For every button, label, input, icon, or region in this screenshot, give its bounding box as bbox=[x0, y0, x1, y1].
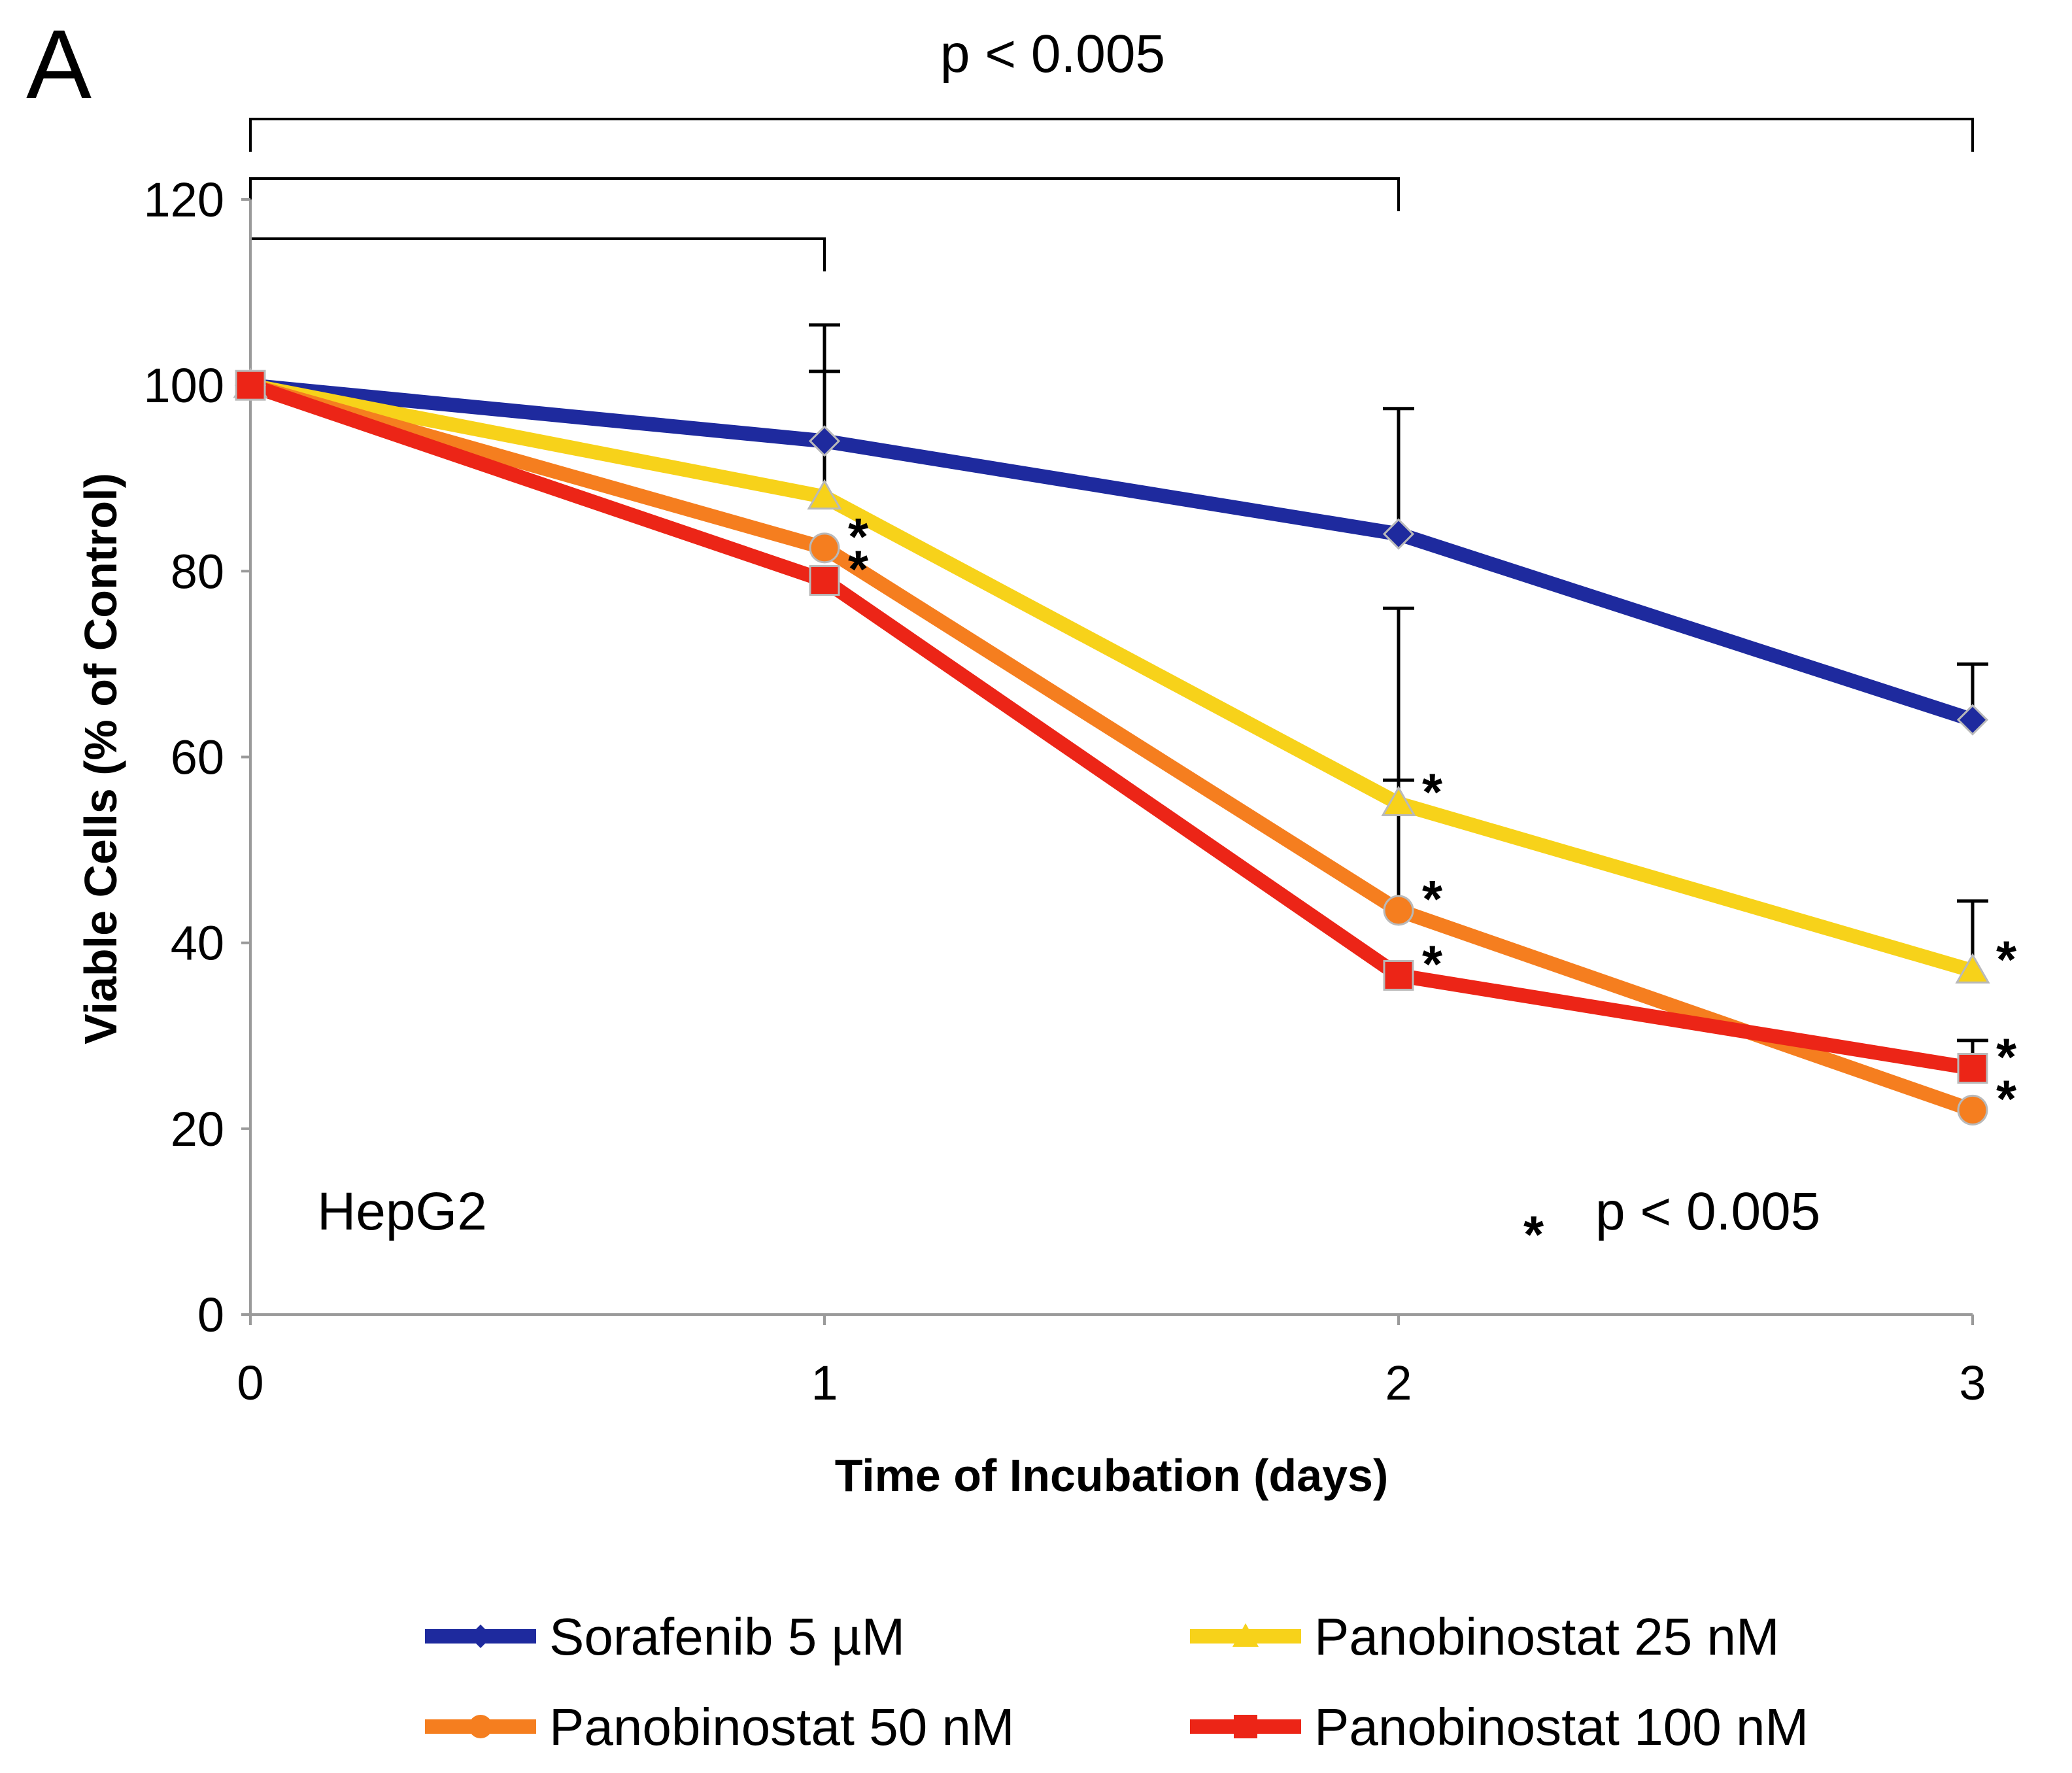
y-tick-label: 60 bbox=[171, 731, 224, 785]
legend-label-pano25: Panobinostat 25 nM bbox=[1314, 1608, 1780, 1666]
x-tick-label: 3 bbox=[1959, 1356, 1986, 1410]
data-point-pano100 bbox=[809, 565, 840, 596]
legend-marker bbox=[1232, 1623, 1259, 1647]
legend-marker bbox=[469, 1715, 492, 1738]
cell-line-label: HepG2 bbox=[317, 1182, 487, 1241]
data-point-pano25 bbox=[807, 479, 842, 510]
data-point-pano100 bbox=[235, 370, 266, 401]
significance-note: p < 0.005 bbox=[1595, 1182, 1820, 1241]
y-tick-label: 40 bbox=[171, 916, 224, 971]
data-point-pano25 bbox=[1381, 785, 1416, 817]
data-point-sorafenib bbox=[1956, 704, 1989, 736]
y-tick-label: 120 bbox=[144, 173, 224, 227]
x-tick-label: 1 bbox=[811, 1356, 838, 1410]
significance-star: * bbox=[1996, 1027, 2017, 1086]
y-tick-label: 0 bbox=[197, 1288, 224, 1342]
significance-star-key: * bbox=[1523, 1205, 1544, 1264]
bracket-pvalue-label: p < 0.005 bbox=[940, 24, 1165, 84]
legend-label-sorafenib: Sorafenib 5 µM bbox=[549, 1608, 905, 1666]
x-tick-label: 0 bbox=[237, 1356, 263, 1410]
series-line-pano100 bbox=[243, 378, 1980, 1076]
legend-label-pano100: Panobinostat 100 nM bbox=[1314, 1698, 1809, 1756]
significance-star: * bbox=[1996, 930, 2017, 988]
y-tick-label: 80 bbox=[171, 544, 224, 598]
comparison-brackets: p < 0.005 bbox=[249, 24, 1974, 271]
legend-item-pano100: Panobinostat 100 nM bbox=[1190, 1698, 1809, 1756]
y-axis-title: Viable Cells (% of Control) bbox=[75, 473, 126, 1044]
legend-item-pano25: Panobinostat 25 nM bbox=[1190, 1608, 1780, 1666]
data-point-sorafenib bbox=[1382, 518, 1415, 550]
data-point-sorafenib bbox=[808, 425, 841, 457]
series-line-pano25 bbox=[243, 378, 1980, 978]
data-point-pano100 bbox=[1957, 1052, 1988, 1084]
significance-star: * bbox=[1422, 935, 1443, 993]
legend-label-pano50: Panobinostat 50 nM bbox=[549, 1698, 1015, 1756]
series-line-sorafenib bbox=[243, 378, 1980, 727]
legend-marker bbox=[1234, 1715, 1257, 1738]
x-tick-label: 2 bbox=[1385, 1356, 1412, 1410]
significance-star: * bbox=[848, 540, 869, 598]
data-point-pano100 bbox=[1383, 959, 1414, 991]
panel-label: A bbox=[26, 9, 92, 119]
comparison-bracket bbox=[249, 237, 826, 271]
significance-star: * bbox=[1422, 870, 1443, 928]
significance-star: * bbox=[1422, 763, 1443, 821]
data-point-pano25 bbox=[1955, 953, 1990, 984]
y-tick-label: 20 bbox=[171, 1102, 224, 1156]
data-point-pano50 bbox=[1383, 895, 1414, 926]
significance-star: * bbox=[1996, 1069, 2017, 1127]
legend-item-sorafenib: Sorafenib 5 µM bbox=[425, 1608, 905, 1666]
y-tick-label: 100 bbox=[144, 358, 224, 413]
x-axis-title: Time of Incubation (days) bbox=[835, 1450, 1389, 1501]
significance-star: * bbox=[848, 508, 869, 566]
data-point-pano50 bbox=[809, 532, 840, 564]
comparison-bracket bbox=[249, 177, 1400, 211]
data-point-pano50 bbox=[1957, 1094, 1988, 1126]
legend: Sorafenib 5 µM Panobinostat 25 nM Panobino… bbox=[425, 1608, 1809, 1756]
legend-marker bbox=[469, 1625, 492, 1648]
comparison-bracket bbox=[249, 118, 1974, 152]
series-line-pano50 bbox=[243, 378, 1980, 1118]
legend-item-pano50: Panobinostat 50 nM bbox=[425, 1698, 1015, 1756]
